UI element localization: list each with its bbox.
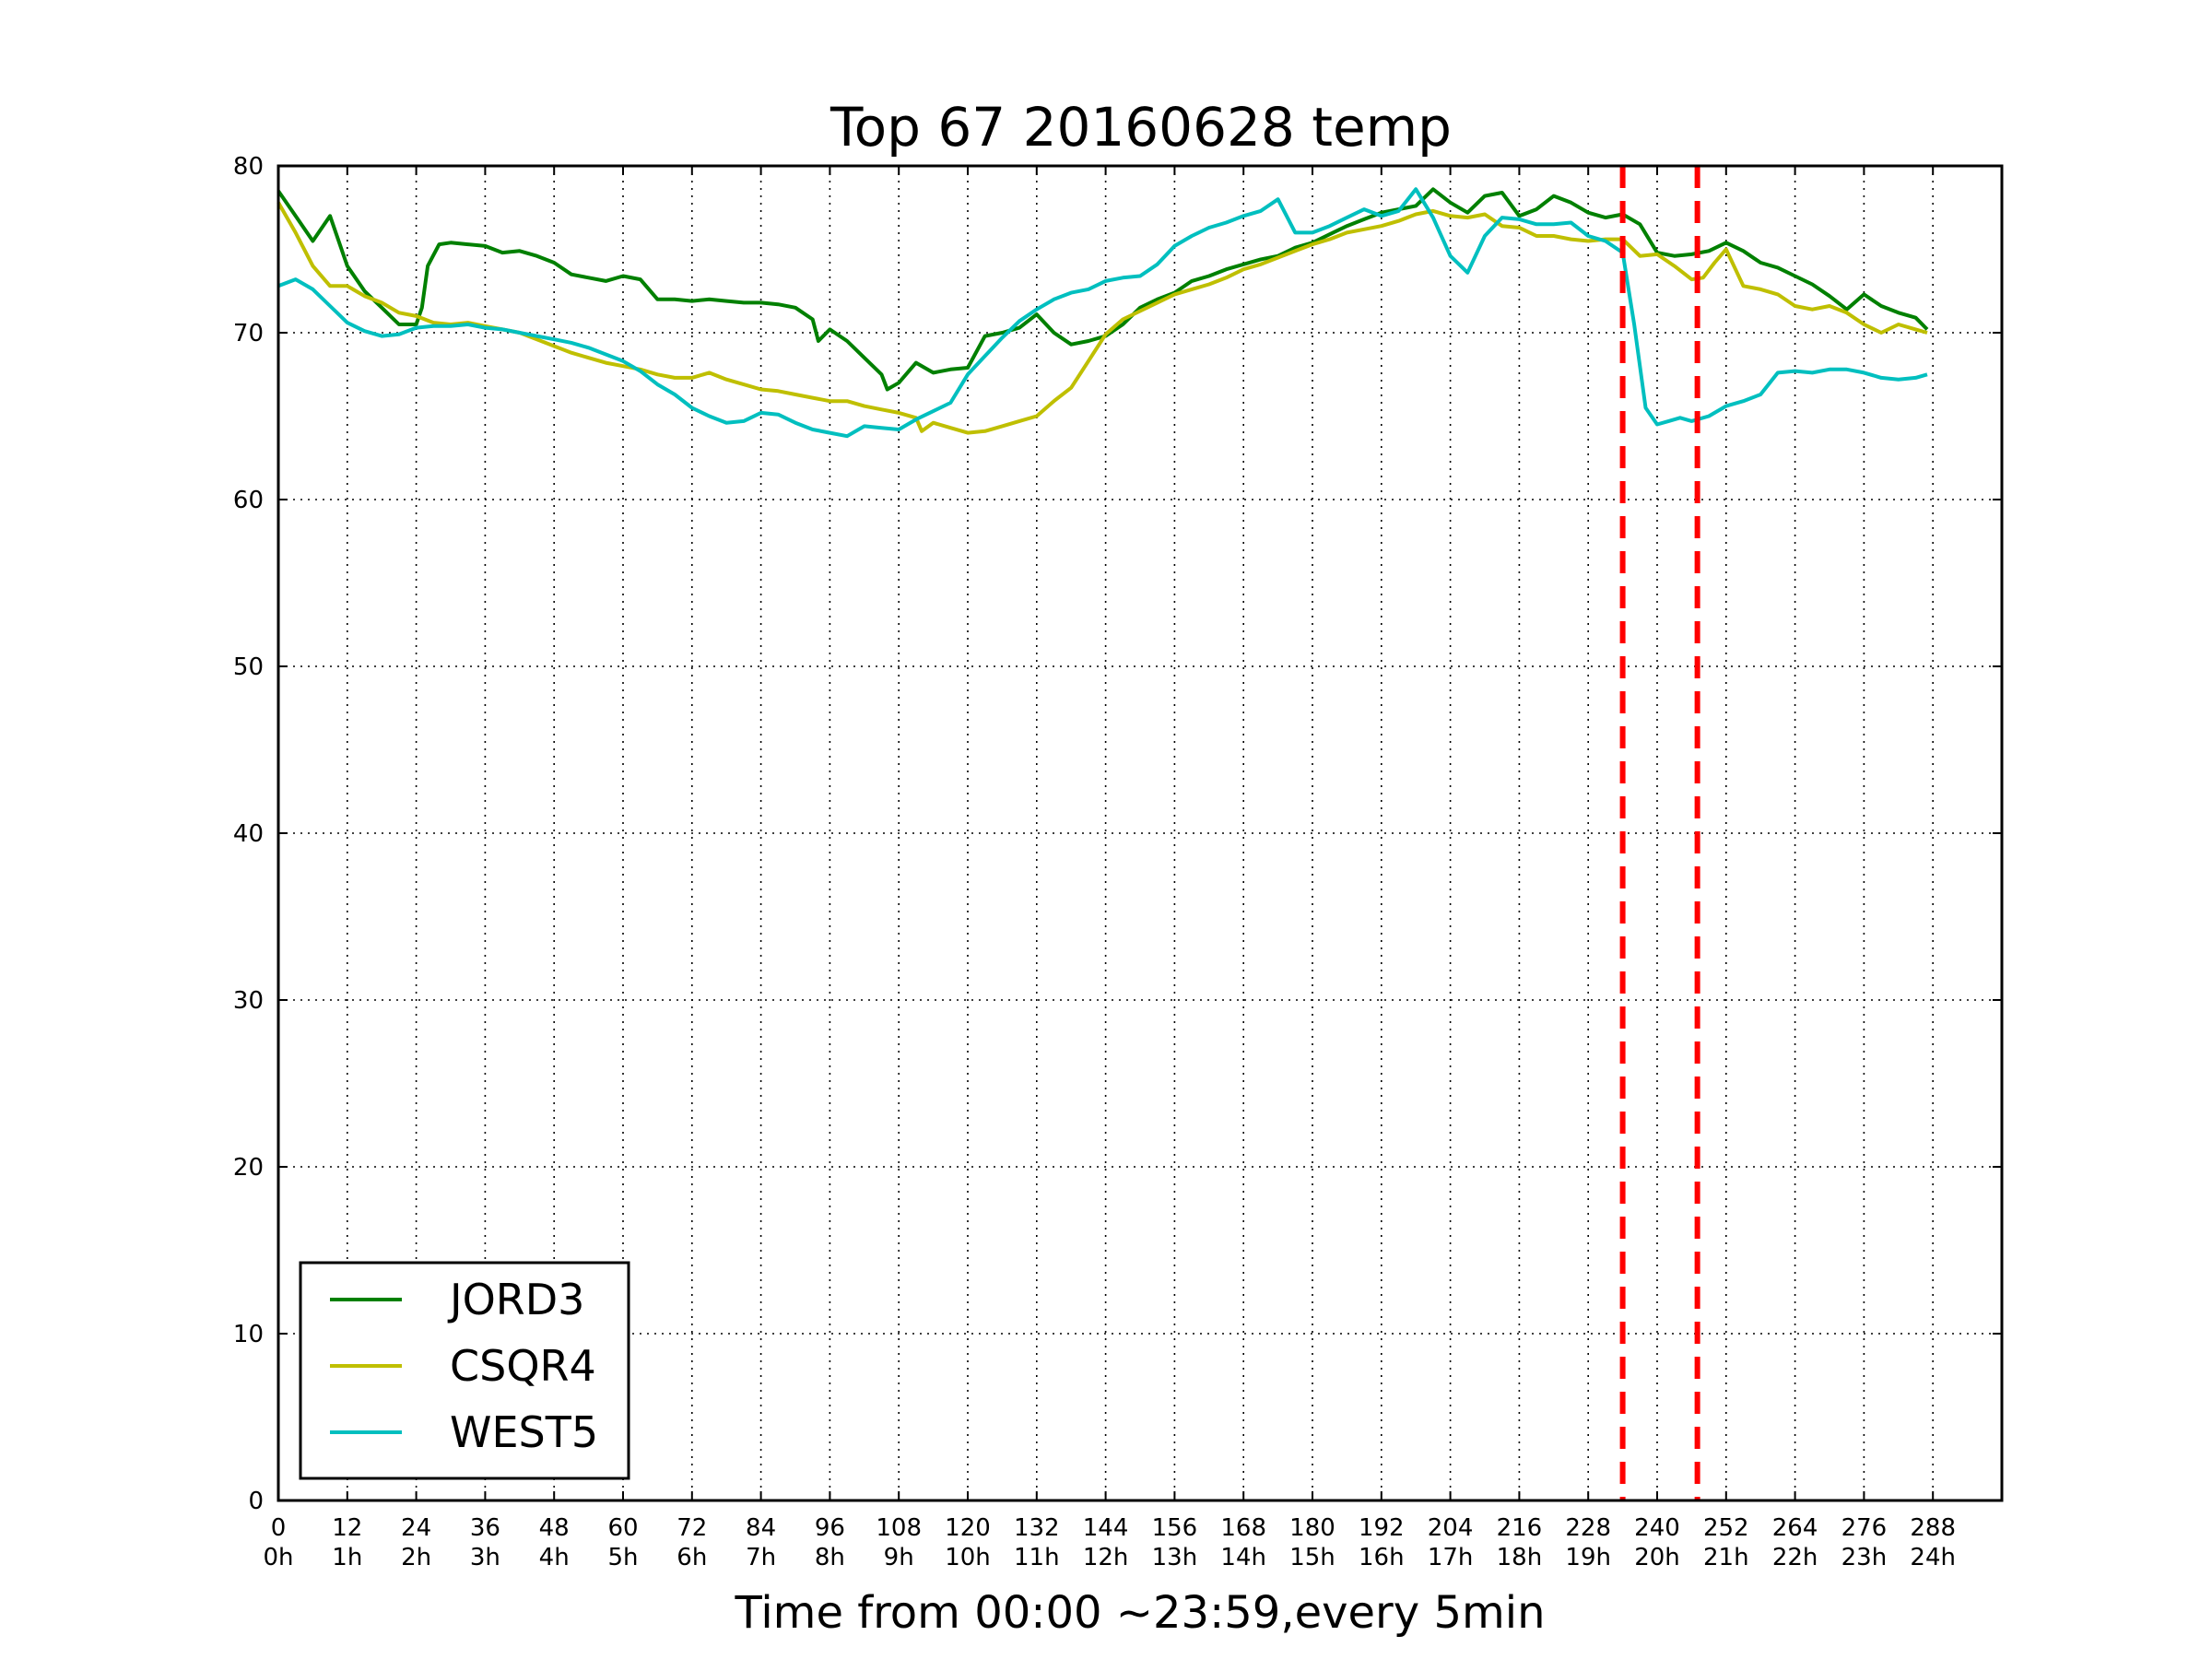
x-tick-label-hour: 0h xyxy=(263,1544,293,1571)
series-lines xyxy=(276,187,1929,439)
x-tick-label-hour: 21h xyxy=(1703,1544,1749,1571)
legend: JORD3 CSQR4 WEST5 xyxy=(299,1261,630,1480)
x-tick-label: 132 xyxy=(1014,1514,1060,1542)
y-axis-ticks: 0 10 20 30 40 50 60 70 80 xyxy=(233,153,2002,1515)
x-tick-label-hour: 9h xyxy=(884,1544,914,1571)
x-tick-label-hour: 11h xyxy=(1014,1544,1060,1571)
y-tick-label: 50 xyxy=(233,653,264,681)
x-tick-label-hour: 6h xyxy=(677,1544,707,1571)
x-tick-label: 252 xyxy=(1703,1514,1749,1542)
y-tick-label: 40 xyxy=(233,820,264,848)
x-tick-label: 276 xyxy=(1841,1514,1888,1542)
x-tick-label-hour: 23h xyxy=(1841,1544,1888,1571)
x-tick-label: 180 xyxy=(1289,1514,1335,1542)
vertical-markers xyxy=(1619,166,1700,1500)
x-tick-label-hour: 1h xyxy=(332,1544,362,1571)
y-tick-label: 20 xyxy=(233,1154,264,1182)
series-line-jord3 xyxy=(276,187,1929,392)
x-tick-label: 228 xyxy=(1565,1514,1611,1542)
series-line-west5 xyxy=(277,187,1928,439)
x-tick-label: 240 xyxy=(1634,1514,1680,1542)
chart-title: Top 67 20160628 temp xyxy=(830,96,1452,159)
x-tick-label-hour: 18h xyxy=(1497,1544,1543,1571)
x-tick-label-hour: 16h xyxy=(1359,1544,1405,1571)
legend-label-jord3: JORD3 xyxy=(447,1275,584,1324)
x-tick-label-hour: 13h xyxy=(1152,1544,1198,1571)
x-tick-label-hour: 5h xyxy=(607,1544,638,1571)
y-tick-label: 60 xyxy=(233,487,264,514)
x-tick-label-hour: 24h xyxy=(1910,1544,1956,1571)
x-tick-label-hour: 17h xyxy=(1428,1544,1474,1571)
x-tick-label-hour: 4h xyxy=(539,1544,570,1571)
x-tick-label: 216 xyxy=(1497,1514,1543,1542)
legend-label-csqr4: CSQR4 xyxy=(450,1341,596,1391)
y-tick-label: 30 xyxy=(233,987,264,1015)
legend-label-west5: WEST5 xyxy=(450,1407,598,1457)
x-tick-label-hour: 15h xyxy=(1289,1544,1335,1571)
y-tick-label: 10 xyxy=(233,1321,264,1348)
x-tick-label: 84 xyxy=(746,1514,776,1542)
x-tick-label-hour: 7h xyxy=(746,1544,776,1571)
x-tick-label-hour: 2h xyxy=(401,1544,431,1571)
x-tick-label: 48 xyxy=(539,1514,570,1542)
x-tick-label: 156 xyxy=(1152,1514,1198,1542)
series-line-csqr4 xyxy=(276,201,1928,435)
x-tick-label-hour: 20h xyxy=(1634,1544,1680,1571)
x-tick-label: 72 xyxy=(677,1514,707,1542)
y-tick-label: 80 xyxy=(233,153,264,181)
x-tick-label-hour: 19h xyxy=(1565,1544,1611,1571)
x-tick-label: 288 xyxy=(1910,1514,1956,1542)
x-tick-label-hour: 8h xyxy=(815,1544,845,1571)
x-tick-label: 144 xyxy=(1083,1514,1129,1542)
x-tick-label-hour: 12h xyxy=(1083,1544,1129,1571)
x-axis-label: Time from 00:00 ~23:59,every 5min xyxy=(735,1587,1546,1639)
y-tick-label: 0 xyxy=(248,1488,264,1515)
x-tick-label: 12 xyxy=(332,1514,362,1542)
x-tick-label: 192 xyxy=(1359,1514,1405,1542)
x-tick-label: 24 xyxy=(401,1514,431,1542)
x-tick-label: 108 xyxy=(876,1514,922,1542)
x-tick-label: 204 xyxy=(1428,1514,1474,1542)
x-tick-label: 0 xyxy=(271,1514,287,1542)
x-tick-label: 120 xyxy=(945,1514,991,1542)
x-tick-label: 36 xyxy=(470,1514,500,1542)
x-tick-label-hour: 22h xyxy=(1772,1544,1818,1571)
x-tick-label-hour: 14h xyxy=(1220,1544,1266,1571)
x-tick-label: 168 xyxy=(1220,1514,1266,1542)
x-tick-label: 264 xyxy=(1772,1514,1818,1542)
x-tick-label: 96 xyxy=(815,1514,845,1542)
x-tick-label-hour: 10h xyxy=(945,1544,991,1571)
x-tick-label-hour: 3h xyxy=(470,1544,500,1571)
y-tick-label: 70 xyxy=(233,320,264,347)
x-tick-label: 60 xyxy=(607,1514,638,1542)
